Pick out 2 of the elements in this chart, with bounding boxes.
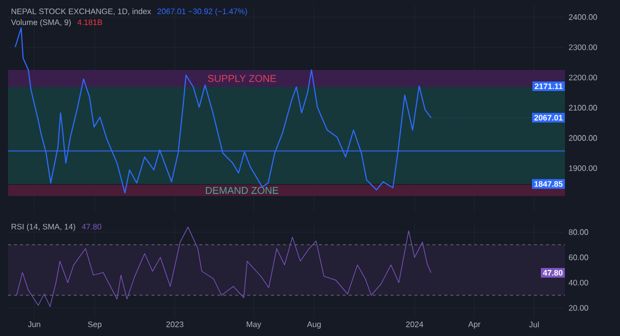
band-label: SUPPLY ZONE <box>208 74 276 82</box>
band-label: DEMAND ZONE <box>206 186 278 194</box>
